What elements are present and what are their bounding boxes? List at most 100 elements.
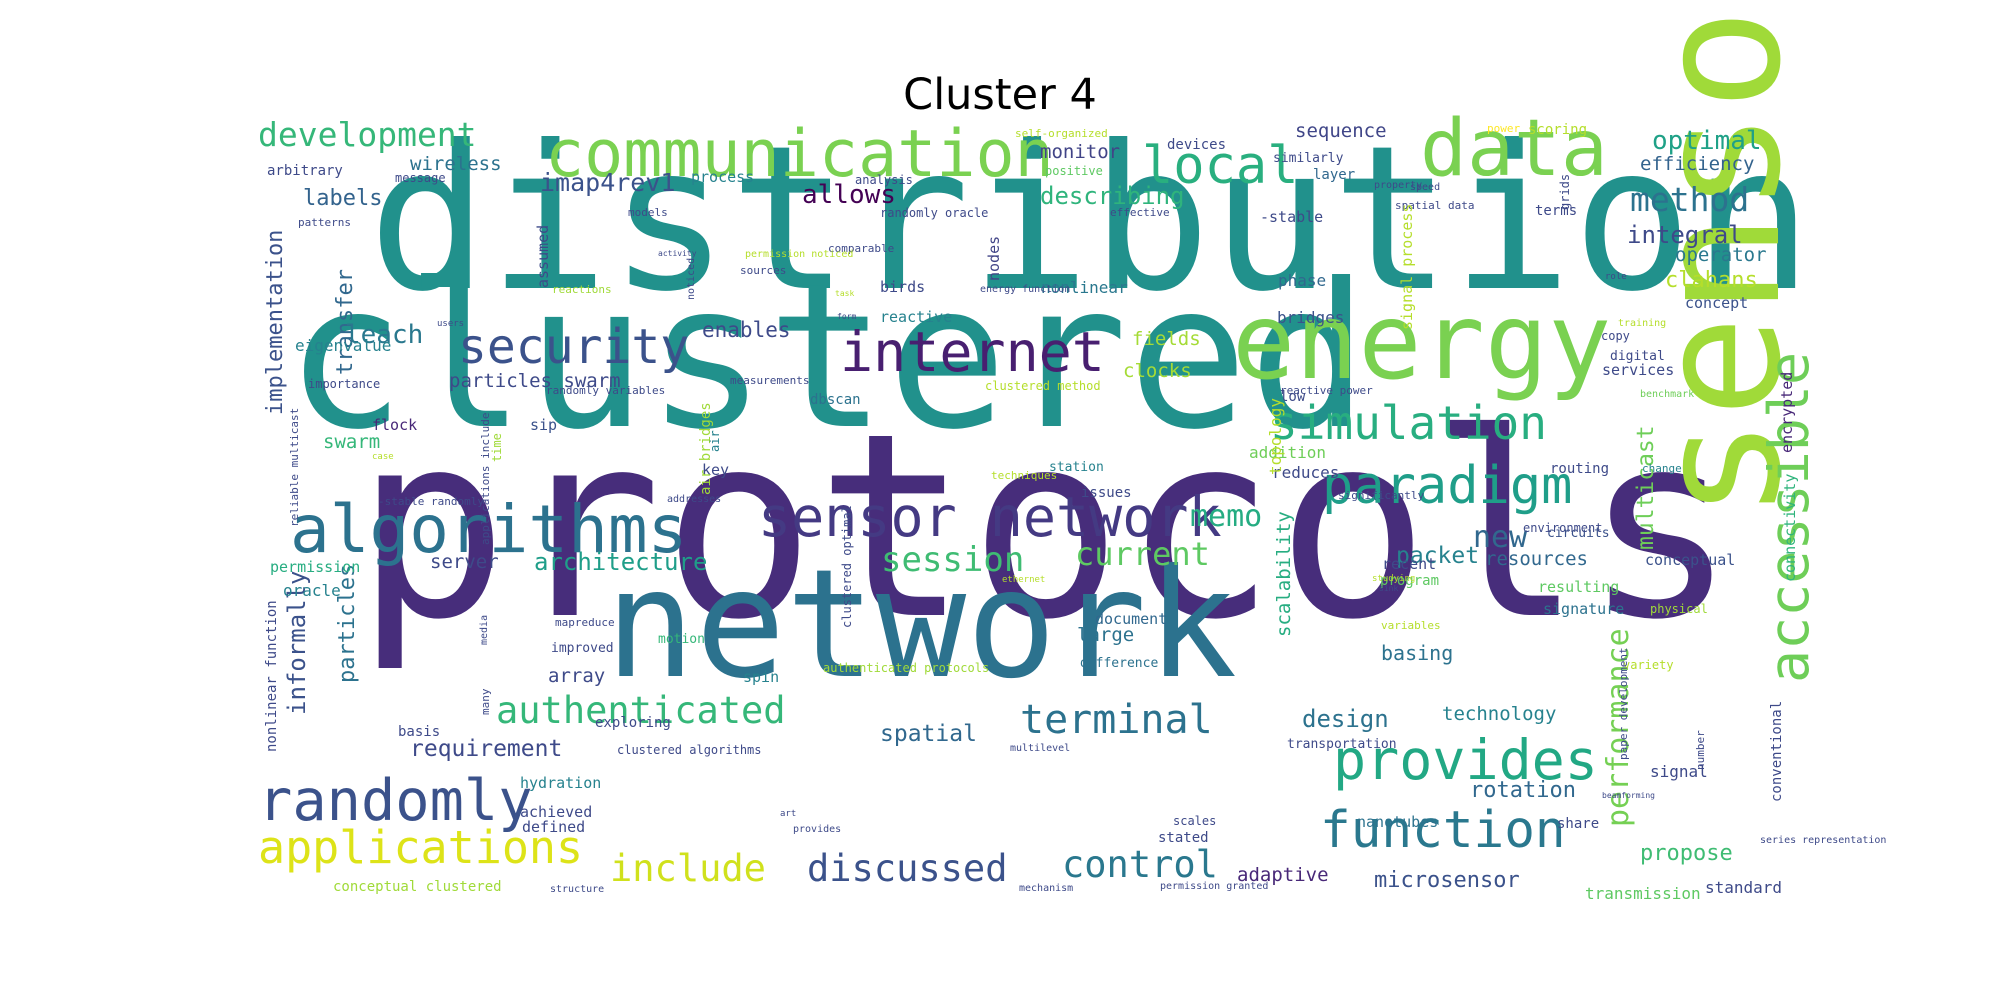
cloud-word: task [835, 289, 855, 298]
cloud-word: paradigm [1322, 456, 1573, 516]
cloud-word: -stable randomly [378, 495, 484, 508]
cloud-word: flock [372, 416, 418, 434]
cloud-word: basis [398, 724, 441, 740]
cloud-word: training [1618, 318, 1667, 329]
cloud-word: topology [1266, 397, 1285, 475]
cloud-word: effective [1110, 206, 1170, 219]
cloud-word: energy [1232, 281, 1612, 403]
cloud-word: scales [1173, 814, 1217, 828]
cloud-word: exploring [595, 715, 671, 731]
cloud-word: method [1630, 180, 1750, 219]
cloud-word: memo [1190, 499, 1263, 534]
cloud-word: describing [1040, 182, 1185, 210]
cloud-word: resources [1485, 548, 1588, 570]
cloud-word: large [1077, 624, 1135, 646]
cloud-word: mechanism [1019, 883, 1074, 894]
cloud-word: clustered algorithms [617, 743, 762, 757]
cloud-word: communication [545, 117, 1054, 192]
cloud-word: concept [1685, 294, 1749, 312]
cloud-word: share [1557, 816, 1600, 832]
cloud-word: models [628, 206, 668, 219]
cloud-word: implementation [263, 229, 288, 415]
cloud-word: randomly variables [546, 384, 666, 397]
cloud-word: motion [658, 632, 705, 647]
cloud-word: permission granted [1160, 881, 1269, 892]
cloud-word: routing [1550, 461, 1610, 477]
cloud-word: assumed [534, 224, 552, 288]
cloud-word: hydration [520, 774, 602, 792]
cloud-word: document [1095, 610, 1168, 628]
cloud-word: efficiency [1640, 153, 1755, 175]
cloud-word: sip [530, 416, 558, 434]
cloud-word: circuits [1547, 526, 1610, 541]
cloud-word: beamforming [1602, 791, 1655, 800]
cloud-word: series representation [1760, 835, 1887, 846]
cloud-word: signal [1650, 762, 1708, 781]
cloud-word: terms [1535, 203, 1578, 219]
cloud-word: fields [1132, 328, 1201, 350]
cloud-word: security [458, 319, 690, 375]
cloud-word: measurements [730, 374, 810, 387]
cloud-word: nonlinear function [264, 600, 280, 752]
cloud-word: packet [1396, 543, 1480, 569]
cloud-word: recent [1382, 555, 1437, 573]
cloud-word: reactive power [1280, 384, 1373, 397]
cloud-word: multilevel [1010, 743, 1071, 754]
cloud-word: significantly [1338, 489, 1425, 502]
cloud-word: rotation [1470, 778, 1576, 803]
cloud-word: paper development [1617, 647, 1630, 760]
cloud-word: form [837, 312, 857, 321]
cloud-word: optimal [1652, 126, 1762, 156]
cloud-word: algorithms [290, 491, 688, 568]
cloud-word: terminal [1020, 697, 1213, 743]
cloud-word: digital [1610, 349, 1665, 364]
cloud-word: reactions [552, 283, 612, 296]
cloud-word: randomly [258, 768, 533, 834]
cloud-word: technology [1442, 703, 1557, 725]
cloud-word: sequence [1295, 120, 1387, 142]
cloud-word: standard [1705, 878, 1783, 897]
cloud-word: reactive [880, 308, 953, 326]
cloud-word: provides [793, 824, 842, 835]
cloud-word: positive [1045, 164, 1103, 178]
cloud-word: reduces [1272, 463, 1340, 482]
cloud-word: speed [1410, 182, 1441, 193]
cloud-word: conceptual clustered [333, 879, 502, 895]
cloud-word: spatial [880, 721, 977, 747]
cloud-word: stated [1158, 830, 1209, 846]
cloud-word: achieved [520, 803, 593, 821]
cloud-word: distribution [368, 103, 1813, 336]
cloud-word: permission [270, 558, 361, 576]
cloud-word: operator [1675, 244, 1767, 266]
cloud-word: layer [1313, 167, 1356, 183]
cloud-word: authenticated protocols [823, 661, 990, 675]
cloud-word: microsensor [1374, 868, 1520, 893]
cloud-word: phase [1278, 271, 1327, 290]
cloud-word: noticed [686, 257, 697, 300]
cloud-word: function [1320, 801, 1566, 860]
cloud-word: internet [840, 320, 1105, 384]
cloud-word: oracle [283, 581, 341, 600]
cloud-word: monitor [1040, 141, 1121, 163]
cloud-word: issues [1081, 485, 1132, 501]
cloud-word: data [1420, 104, 1608, 194]
cloud-word: dbscan [810, 392, 861, 408]
cloud-word: sink [1379, 584, 1399, 593]
cloud-word: message [395, 171, 446, 185]
cloud-word: key [702, 461, 730, 479]
cloud-word: process [691, 168, 755, 186]
cloud-word: structure [550, 884, 605, 895]
cloud-word: architecture [534, 548, 708, 576]
cloud-word: randomly oracle [880, 206, 989, 220]
cloud-word: physical [1650, 602, 1708, 616]
cloud-word: network [605, 538, 1238, 712]
cloud-word: scalability [1273, 511, 1295, 637]
cloud-word: applications [258, 821, 584, 874]
cloud-word: arbitrary [267, 163, 343, 179]
cloud-word: spatial data [1395, 199, 1475, 212]
cloud-word: variety [1623, 658, 1674, 672]
cloud-word: current [1075, 535, 1210, 573]
cloud-word: server [430, 551, 499, 573]
cloud-word: reliable multicast [288, 407, 301, 527]
cloud-word: program [1380, 573, 1440, 589]
